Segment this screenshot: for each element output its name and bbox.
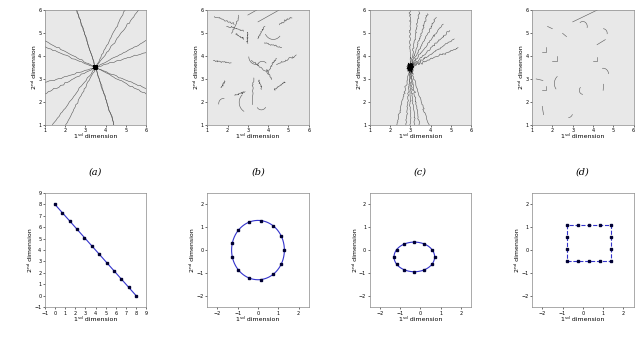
X-axis label: 1ˢᵈ dimension: 1ˢᵈ dimension	[399, 134, 442, 140]
Y-axis label: 2ⁿᵈ dimension: 2ⁿᵈ dimension	[28, 228, 33, 272]
X-axis label: 1ˢᵈ dimension: 1ˢᵈ dimension	[74, 317, 117, 322]
Y-axis label: 2ⁿᵈ dimension: 2ⁿᵈ dimension	[519, 46, 524, 89]
X-axis label: 1ˢᵈ dimension: 1ˢᵈ dimension	[236, 134, 280, 140]
X-axis label: 1ˢᵈ dimension: 1ˢᵈ dimension	[561, 317, 605, 322]
X-axis label: 1ˢᵈ dimension: 1ˢᵈ dimension	[74, 134, 117, 140]
Y-axis label: 2ⁿᵈ dimension: 2ⁿᵈ dimension	[195, 46, 199, 89]
Text: (b): (b)	[251, 168, 265, 177]
Text: (c): (c)	[414, 168, 427, 177]
Text: (d): (d)	[576, 168, 589, 177]
X-axis label: 1ˢᵈ dimension: 1ˢᵈ dimension	[399, 317, 442, 322]
Y-axis label: 2ⁿᵈ dimension: 2ⁿᵈ dimension	[515, 228, 520, 272]
Y-axis label: 2ⁿᵈ dimension: 2ⁿᵈ dimension	[190, 228, 195, 272]
Y-axis label: 2ⁿᵈ dimension: 2ⁿᵈ dimension	[32, 46, 37, 89]
X-axis label: 1ˢᵈ dimension: 1ˢᵈ dimension	[561, 134, 605, 140]
Text: (a): (a)	[89, 168, 102, 177]
Y-axis label: 2ⁿᵈ dimension: 2ⁿᵈ dimension	[353, 228, 358, 272]
X-axis label: 1ˢᵈ dimension: 1ˢᵈ dimension	[236, 317, 280, 322]
Y-axis label: 2ⁿᵈ dimension: 2ⁿᵈ dimension	[356, 46, 362, 89]
